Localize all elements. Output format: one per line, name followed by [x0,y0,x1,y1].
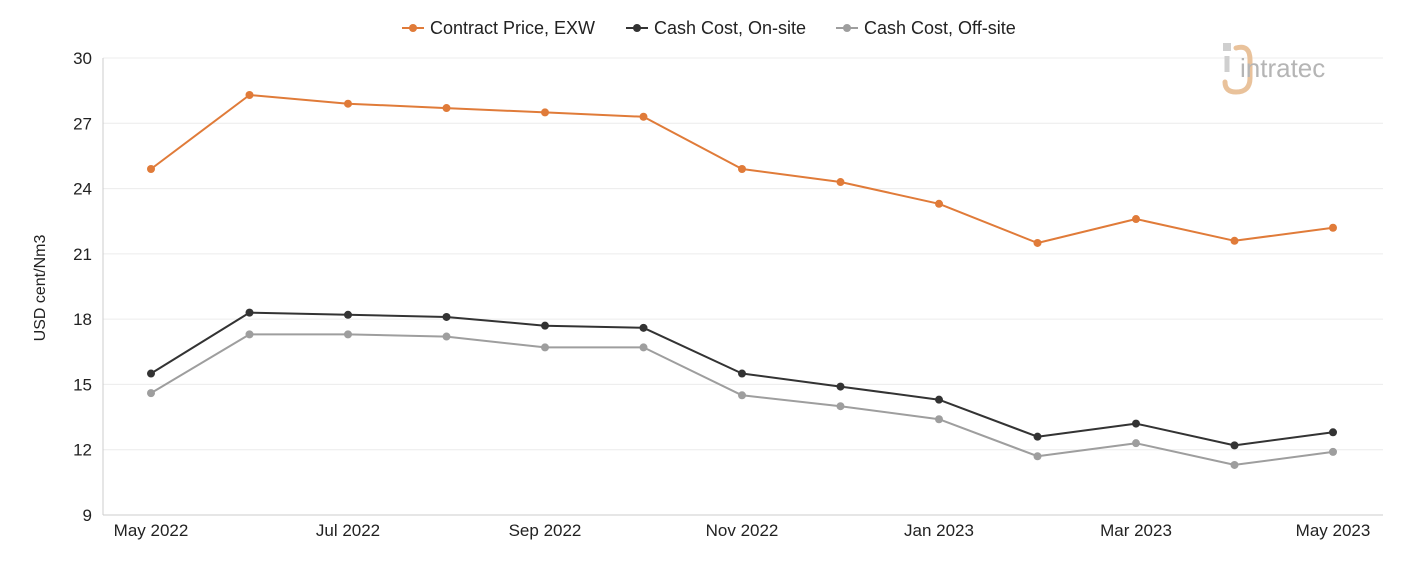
data-point [344,99,352,108]
x-tick-label: Jul 2022 [316,521,380,540]
data-point [935,395,943,404]
series-line [150,311,1334,447]
data-point [245,90,254,99]
legend-marker-icon [409,24,417,32]
data-point [1230,460,1239,469]
data-point [639,323,648,332]
intratec-logo: intratec [1222,43,1325,95]
data-point [1230,441,1239,450]
data-point [442,332,451,341]
data-point [541,321,549,330]
data-point [541,343,549,352]
data-point [541,108,549,117]
legend-label: Contract Price, EXW [430,18,595,38]
data-point [1329,428,1337,437]
y-tick-label: 24 [73,180,92,199]
series-group [147,308,1337,450]
legend-marker-icon [633,24,641,32]
x-tick-label: Mar 2023 [1100,521,1172,540]
data-point [245,330,254,339]
data-point [344,330,352,339]
x-tick-label: May 2023 [1296,521,1371,540]
x-tick-label: May 2022 [114,521,189,540]
data-point [738,369,746,378]
data-point [836,382,845,391]
data-point [836,178,845,187]
data-point [1329,447,1337,456]
legend-item: Cash Cost, On-site [626,18,806,38]
x-tick-label: Sep 2022 [509,521,582,540]
y-tick-label: 9 [83,506,92,525]
series-lines [147,90,1337,469]
grid-lines [103,57,1383,451]
x-tick-label: Jan 2023 [904,521,974,540]
data-point [1033,452,1042,461]
data-point [1132,215,1140,224]
series-line [150,333,1334,466]
data-point [442,104,451,113]
y-tick-label: 18 [73,310,92,329]
series-group [147,330,1337,469]
data-point [1329,223,1337,232]
data-point [147,369,155,378]
y-tick-label: 15 [73,375,92,394]
x-tick-label: Nov 2022 [706,521,779,540]
logo-mark-icon [1222,43,1253,95]
y-tick-label: 30 [73,49,92,68]
data-point [147,164,155,173]
legend-marker-icon [843,24,851,32]
data-point [1132,439,1140,448]
axes: 9 12 15 18 21 24 27 30 May 2022 Jul 2022 Sep 2022 N… [73,49,1383,540]
data-point [1230,236,1239,245]
data-point [738,391,746,400]
data-point [1033,432,1042,441]
data-point [639,112,648,121]
series-group [147,90,1337,247]
data-point [1033,238,1042,247]
data-point [738,164,746,173]
legend-label: Cash Cost, Off-site [864,18,1016,38]
data-point [344,310,352,319]
data-point [836,402,845,411]
y-tick-label: 21 [73,245,92,264]
data-point [1132,419,1140,428]
data-point [245,308,254,317]
legend: Contract Price, EXW Cash Cost, On-site Cas… [402,18,1016,38]
data-point [935,415,943,424]
data-point [147,389,155,398]
data-point [442,312,451,321]
logo-text: intratec [1240,53,1325,83]
legend-label: Cash Cost, On-site [654,18,806,38]
y-tick-label: 27 [73,114,92,133]
legend-item: Contract Price, EXW [402,18,595,38]
data-point [935,199,943,208]
data-point [639,343,648,352]
legend-item: Cash Cost, Off-site [836,18,1016,38]
y-axis-title: USD cent/Nm3 [32,235,49,342]
y-tick-label: 12 [73,441,92,460]
